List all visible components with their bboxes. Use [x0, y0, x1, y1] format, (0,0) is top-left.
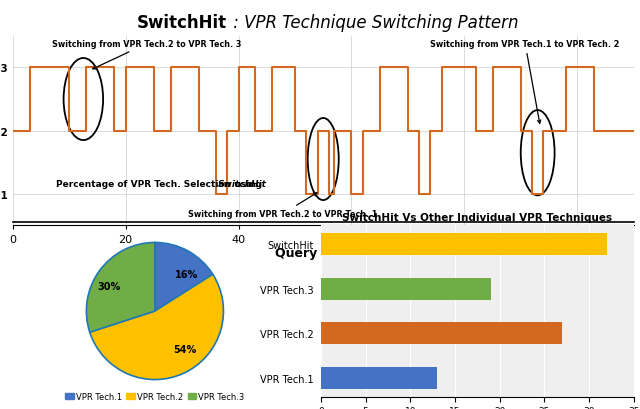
Text: : VPR Technique Switching Pattern: : VPR Technique Switching Pattern [228, 13, 519, 31]
Legend: VPR Tech.1, VPR Tech.2, VPR Tech.3: VPR Tech.1, VPR Tech.2, VPR Tech.3 [62, 389, 248, 405]
Text: 16%: 16% [175, 269, 198, 279]
Text: Switching from VPR Tech.2 to VPR Tech. 3: Switching from VPR Tech.2 to VPR Tech. 3 [52, 40, 242, 70]
Bar [321, 234, 607, 256]
Bar [321, 322, 562, 344]
Bar [321, 278, 491, 300]
Text: SwitchHit: SwitchHit [218, 179, 266, 188]
X-axis label: Query Images: Query Images [275, 246, 372, 259]
Bar [321, 367, 437, 389]
Text: Switching from VPR Tech.1 to VPR Tech. 2: Switching from VPR Tech.1 to VPR Tech. 2 [431, 40, 620, 124]
Title: SwitchHit Vs Other Individual VPR Techniques: SwitchHit Vs Other Individual VPR Techni… [342, 212, 612, 222]
Text: 30%: 30% [97, 281, 120, 291]
Text: 54%: 54% [173, 345, 196, 355]
Text: SwitchHit: SwitchHit [137, 13, 227, 31]
Wedge shape [155, 243, 213, 311]
Wedge shape [90, 274, 223, 380]
Wedge shape [86, 243, 155, 333]
Text: Switching from VPR Tech.2 to VPR Tech. 1: Switching from VPR Tech.2 to VPR Tech. 1 [188, 193, 377, 219]
Text: Percentage of VPR Tech. Selection using: Percentage of VPR Tech. Selection using [56, 179, 265, 188]
